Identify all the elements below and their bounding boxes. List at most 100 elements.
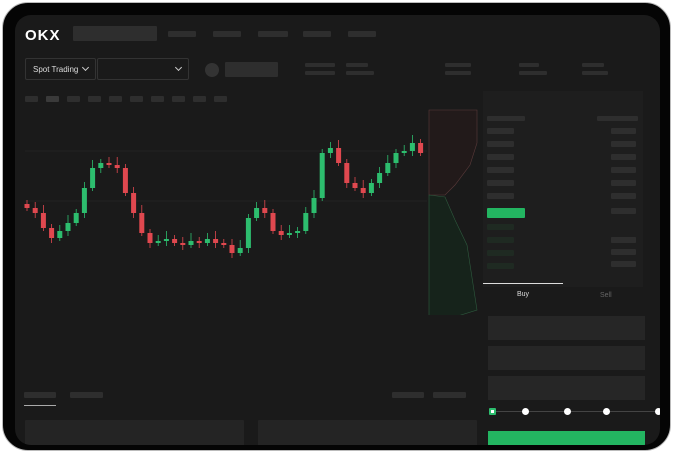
interval-button [172,96,185,102]
interval-button [193,96,206,102]
ask-amount [611,180,636,186]
candle-body [172,239,178,243]
candle-body [81,188,87,213]
last-price [487,208,525,218]
candle-body [73,213,79,223]
candle-body [90,168,96,188]
candle-body [49,228,55,238]
candle-body [319,153,325,198]
tab-buy[interactable]: Buy [517,291,530,298]
candle-body [106,163,112,165]
ask-depth [428,109,478,196]
candle-body [385,163,391,173]
ask-price [487,193,514,199]
candle-body [229,245,235,253]
candle-body [401,151,407,153]
ask-price [487,167,514,173]
candle-body [270,213,276,231]
candle-body [24,204,30,208]
orderbook-header [487,116,525,121]
candle-body [311,198,317,213]
nav-item[interactable] [303,31,331,37]
ticker-stat [582,63,604,67]
amount [611,208,636,214]
slider-handle[interactable] [489,408,496,415]
candle-body [57,231,63,238]
nav-item[interactable] [258,31,288,37]
candle-body [245,218,251,248]
candle-body [213,239,219,243]
candle-body [286,233,292,235]
candle-body [40,213,46,228]
tab-order-history[interactable] [70,392,103,398]
candle-body [360,188,366,193]
nav-item[interactable] [168,31,196,37]
filter-button[interactable] [392,392,424,398]
ticker-stat [519,71,547,75]
search-bar[interactable] [73,26,157,41]
interval-button [25,96,38,102]
ticker-stat [346,63,368,67]
bid-amount [611,249,636,255]
filter-button[interactable] [433,392,466,398]
bid-amount [611,237,636,243]
interval-button [46,96,59,102]
bid-amount [611,261,636,267]
orders-card [258,420,477,445]
orderbook-header [597,116,638,121]
price-chart[interactable] [15,15,485,315]
slider-step[interactable] [655,408,660,415]
ticker-stat [582,71,608,75]
ticker-stat [305,71,335,75]
ask-price [487,128,514,134]
candle-body [327,148,333,153]
amount-slider[interactable] [493,411,658,412]
candle-body [262,208,268,213]
interval-button [67,96,80,102]
coin-icon [205,63,219,77]
candle-body [278,231,284,235]
interval-button [151,96,164,102]
pair-name [225,62,278,77]
candle-body [147,233,153,243]
candle-body [368,183,374,193]
candle-body [254,208,260,218]
price-input[interactable] [488,316,645,340]
market-selector[interactable]: Spot Trading [25,58,97,80]
nav-item[interactable] [213,31,241,37]
candle-body [336,148,342,163]
tab-indicator [483,283,563,284]
interval-button [214,96,227,102]
tab-sell[interactable]: Sell [600,292,612,299]
ask-price [487,141,514,147]
pair-selector[interactable] [97,58,189,80]
bid-price [487,263,514,269]
candle-body [204,239,210,243]
slider-step[interactable] [522,408,529,415]
candle-body [344,163,350,183]
orders-card [25,420,244,445]
amount-input[interactable] [488,346,645,370]
ticker-stat [519,63,539,67]
candle-body [122,168,128,193]
candle-body [114,165,120,168]
candle-body [377,173,383,183]
ask-price [487,180,514,186]
buy-button[interactable] [488,431,645,445]
candle-body [180,243,186,245]
nav-item[interactable] [348,31,376,37]
slider-step[interactable] [603,408,610,415]
candle-body [196,241,202,243]
candle-body [98,163,104,168]
slider-step[interactable] [564,408,571,415]
tab-open-orders[interactable] [24,392,56,398]
candle-body [163,239,169,241]
ticker-stat [305,63,335,67]
ask-price [487,154,514,160]
interval-button [88,96,101,102]
ticker-stat [346,71,374,75]
interval-button [130,96,143,102]
total-input[interactable] [488,376,645,400]
interval-button [109,96,122,102]
